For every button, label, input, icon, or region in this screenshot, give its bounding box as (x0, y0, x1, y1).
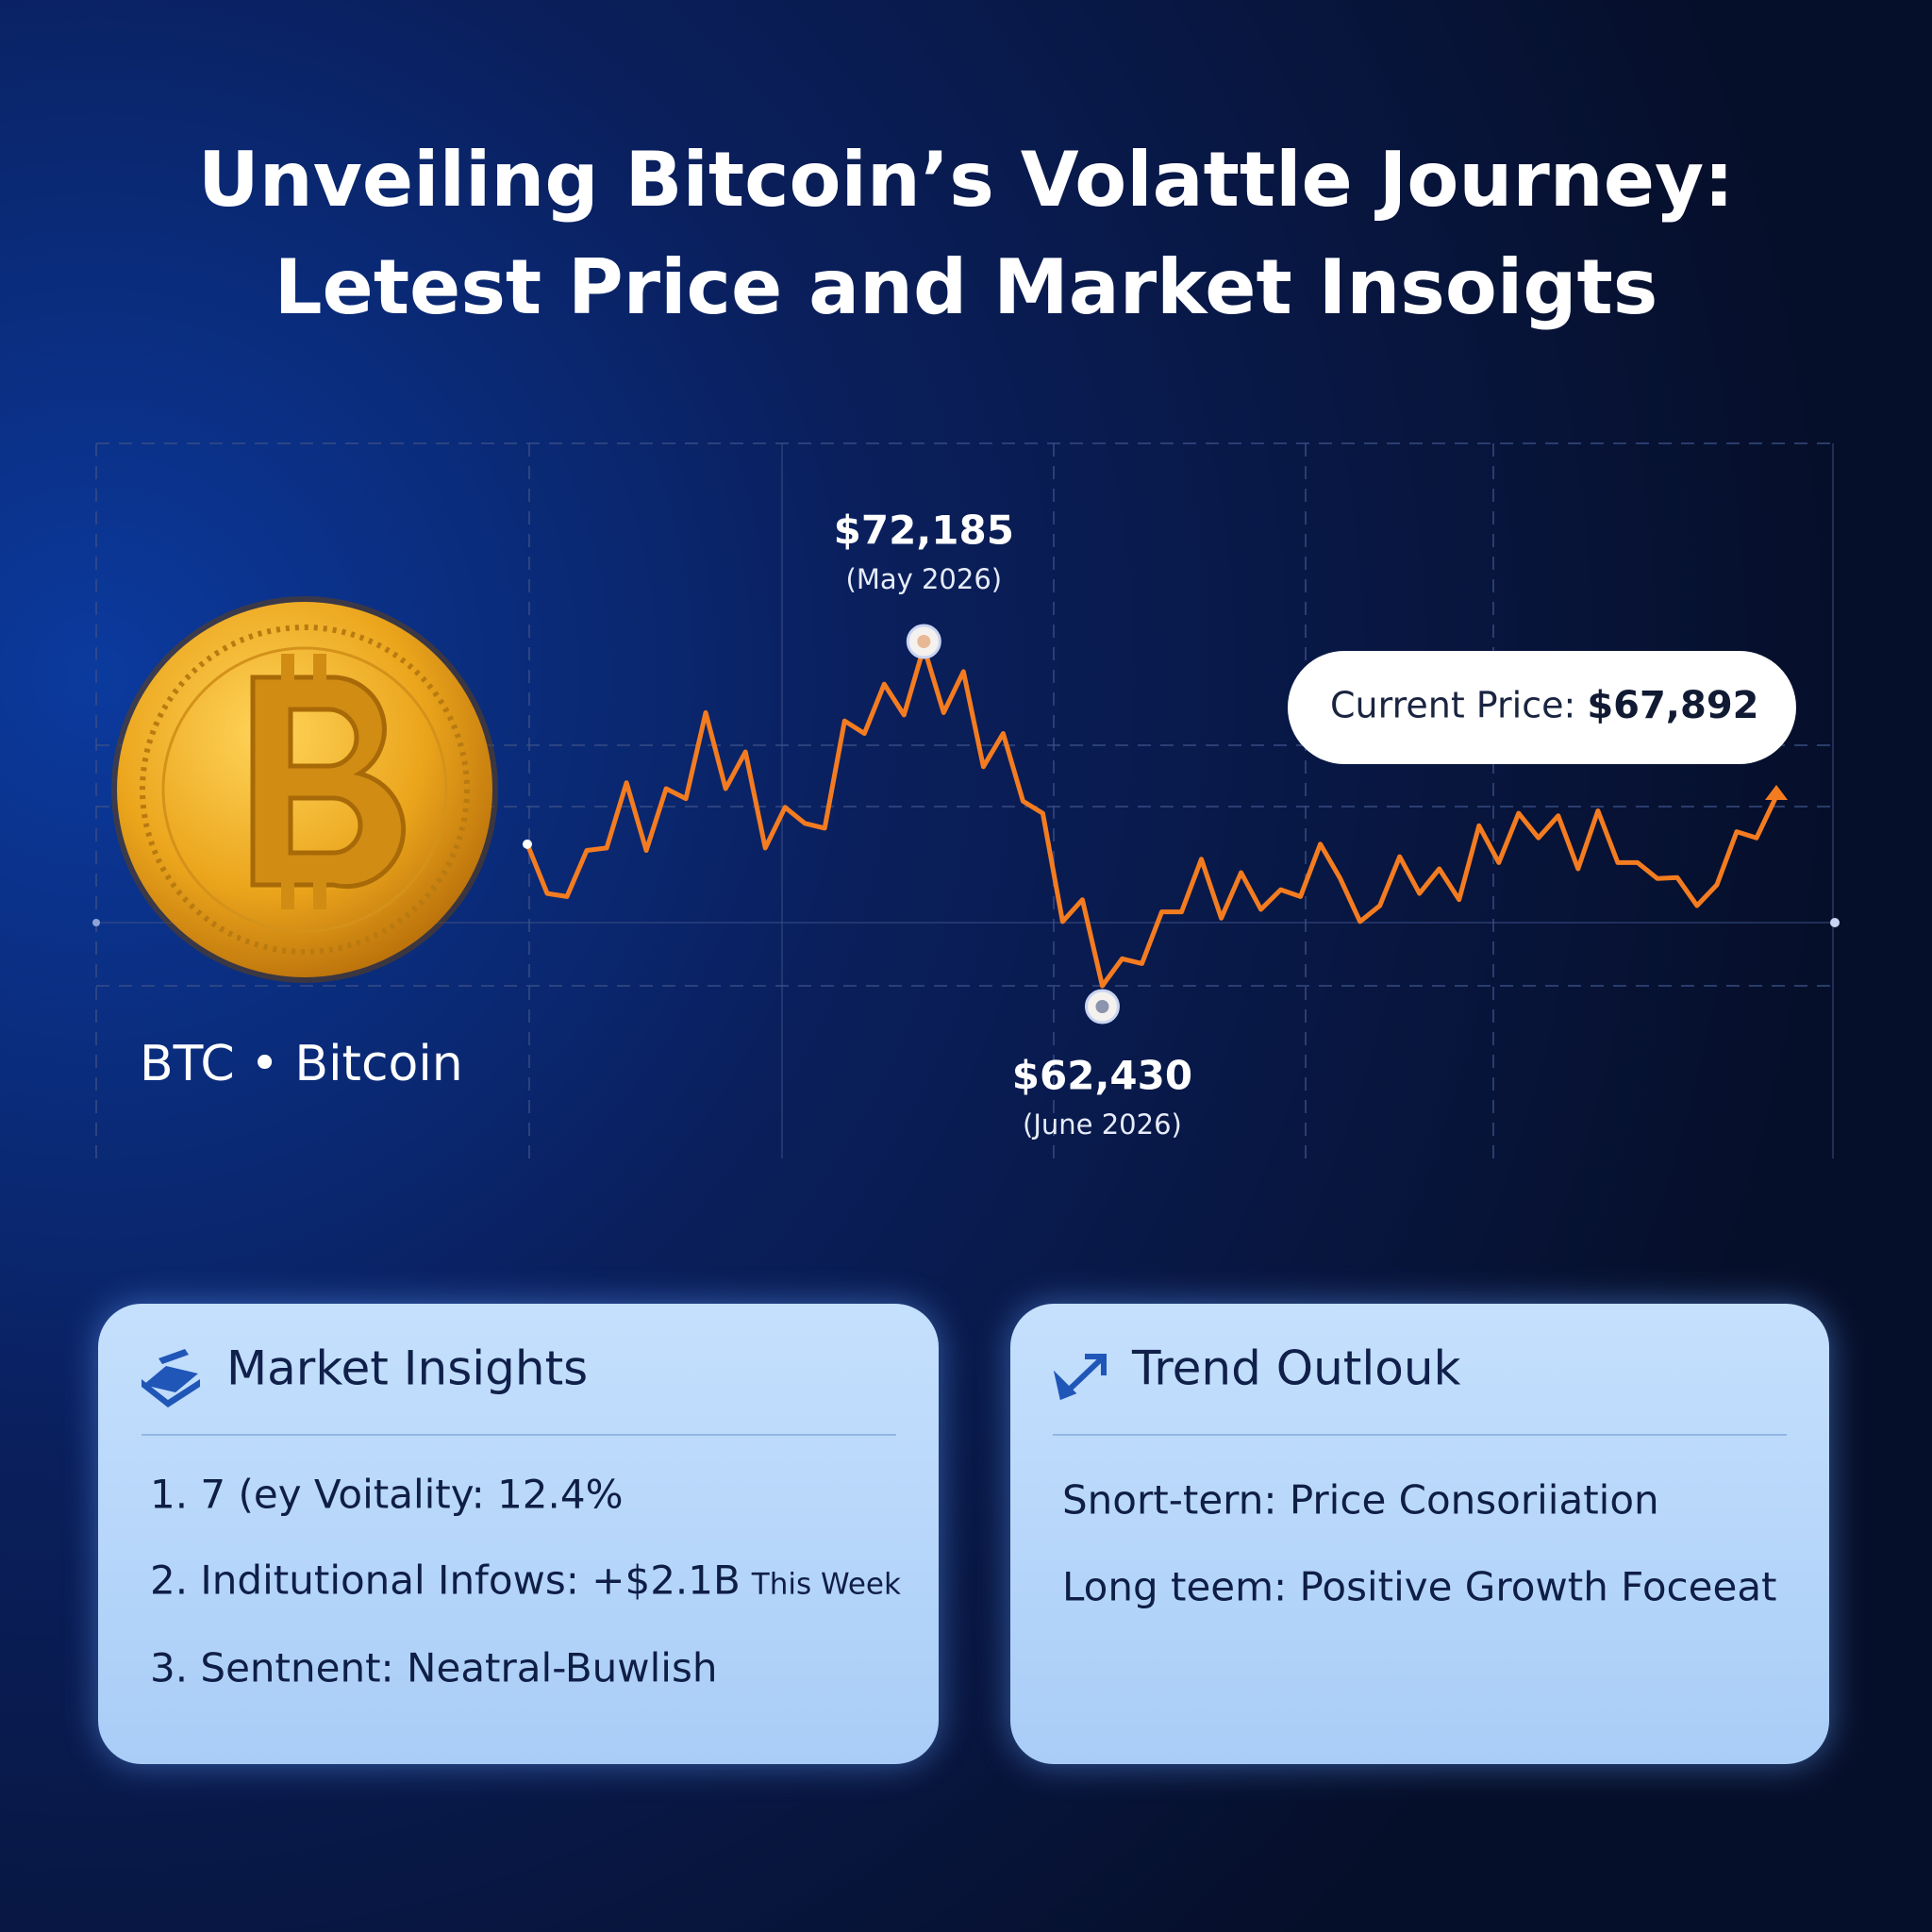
annotation-date: (June 2026) (1023, 1108, 1182, 1141)
price-line (525, 644, 1779, 989)
card-item: 3. Sentnent: Neatral-Buwlish (150, 1645, 717, 1691)
card-title: Trend Outlouk (1131, 1341, 1461, 1396)
current-price-label: Current Price: (1330, 685, 1575, 726)
annotation-value: $72,185 (834, 508, 1014, 554)
card (1010, 1304, 1829, 1764)
start-dot (523, 839, 532, 849)
current-price-marker (1765, 784, 1788, 800)
card-item: 1. 7 (ey Voitality: 12.4% (150, 1472, 624, 1518)
card-item-suffix: This Week (751, 1568, 901, 1602)
coin-label: BTC • Bitcoin (140, 1036, 463, 1092)
bitcoin-coin (111, 596, 498, 983)
current-price-pill (1288, 651, 1796, 764)
card-item: 2. Inditutional Infows: +$2.1B (150, 1557, 741, 1604)
current-price-value: $67,892 (1587, 684, 1758, 727)
title-line: Letest Price and Market Insoigts (275, 243, 1658, 331)
annotation-date: (May 2026) (846, 563, 1003, 595)
title-line: Unveiling Bitcoin’s Volattle Journey: (198, 136, 1734, 224)
card-item: Snort-tern: Price Consoriiation (1062, 1477, 1659, 1524)
annotation-marker-core (917, 635, 931, 648)
annotation-marker-core (1095, 1000, 1109, 1013)
card-item: Long teem: Positive Growth Foceeat (1062, 1564, 1777, 1610)
annotation-value: $62,430 (1012, 1053, 1192, 1099)
trend-icon (1053, 1354, 1107, 1401)
insights-icon (142, 1349, 200, 1407)
card (98, 1304, 939, 1764)
card-title: Market Insights (226, 1341, 588, 1396)
